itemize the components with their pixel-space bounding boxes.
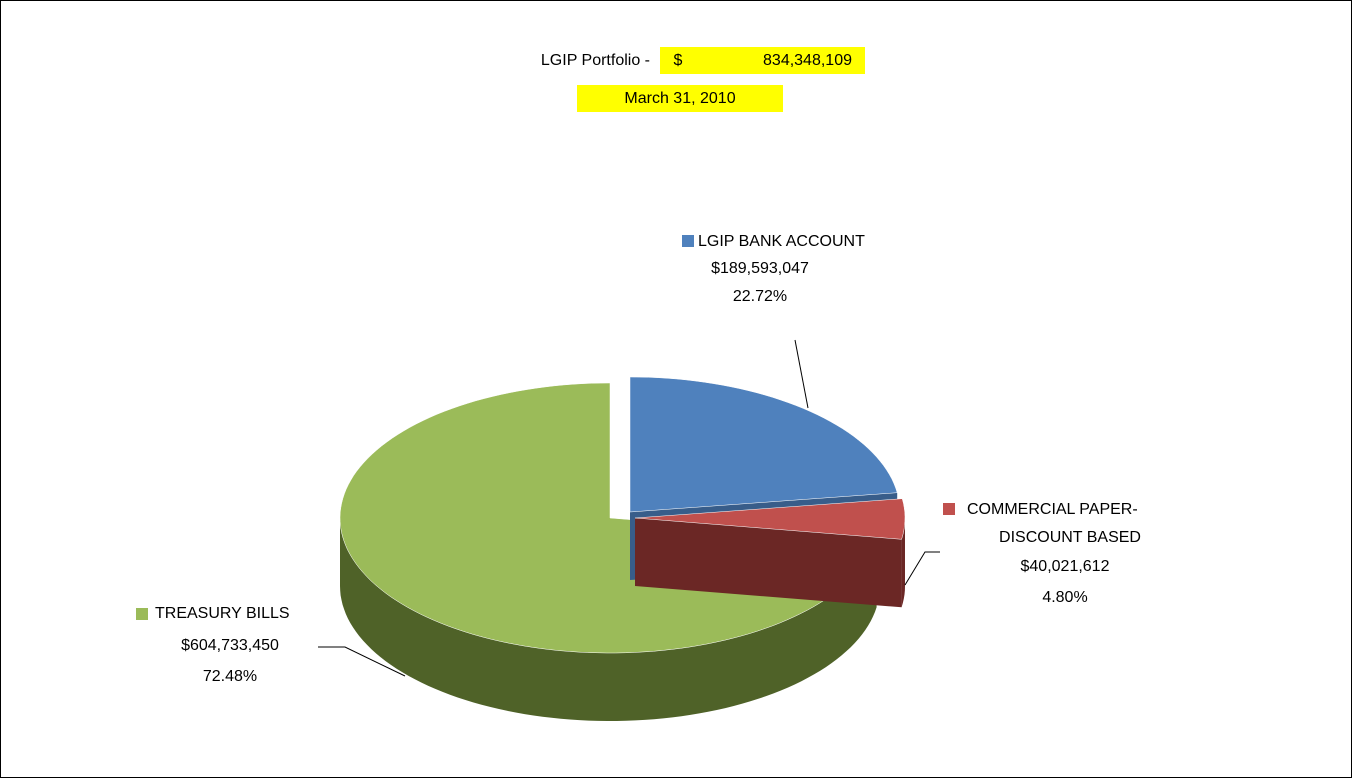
slice: [634, 498, 906, 540]
date-highlight: [577, 85, 783, 112]
amount-label: $604,733,450: [181, 637, 279, 654]
slice-edge: [635, 518, 902, 608]
slice: [629, 376, 898, 513]
legend-key: [136, 608, 148, 620]
category-label: COMMERCIAL PAPER-DISCOUNT BASED: [967, 501, 1141, 546]
amount-label: $40,021,612: [1021, 558, 1110, 575]
leader-line: [794, 339, 809, 409]
leader-line: [318, 646, 406, 677]
amount-label: $189,593,047: [711, 260, 809, 277]
percent-label: 4.80%: [1042, 589, 1087, 606]
chart-title: LGIP Portfolio -: [541, 52, 650, 69]
slice-side: [901, 518, 905, 608]
category-label: LGIP BANK ACCOUNT: [698, 233, 865, 250]
percent-label: 72.48%: [203, 668, 257, 685]
percent-label: 22.72%: [733, 288, 787, 305]
legend-key: [682, 235, 694, 247]
slice-side: [340, 518, 877, 721]
total-highlight: [660, 47, 865, 74]
date: March 31, 2010: [624, 90, 735, 107]
total-amount: 834,348,109: [763, 52, 852, 69]
leader-line: [904, 551, 940, 586]
category-label: TREASURY BILLS: [155, 605, 290, 622]
currency-symbol: $: [674, 52, 683, 69]
legend-key: [943, 503, 955, 515]
